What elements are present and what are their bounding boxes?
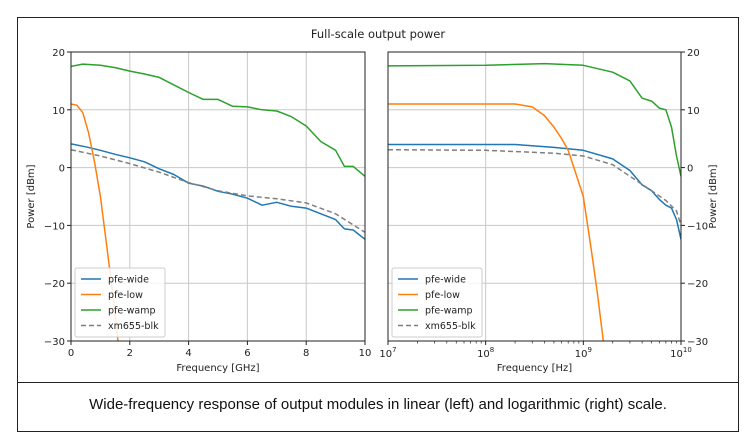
chart-linear: 0 2 4 6 8 10 20 10 0 −10 −20 −30 Frequency [GHz] Powe… <box>26 48 371 374</box>
figure-frame <box>17 17 739 432</box>
series-line-pfe-wamp <box>388 62 681 177</box>
y-tick-label: −10 <box>44 221 65 232</box>
y-tick-label: 0 <box>59 164 65 175</box>
legend-label-pfe-wamp: pfe-wamp <box>108 306 156 317</box>
x-tick-label: 6 <box>244 348 250 359</box>
y-tick-label: 10 <box>687 106 700 117</box>
plot-area-border <box>70 51 366 342</box>
chart-log: 107 108 109 1010 20 10 0 −10 −20 −30 Frequency [Hz… <box>379 48 719 374</box>
y-axis-label: Power [dBm] <box>708 164 719 228</box>
x-tick-label: 10 <box>359 348 372 359</box>
x-tick-label: 1010 <box>670 346 692 360</box>
x-tick-label: 108 <box>477 346 494 360</box>
legend-box <box>391 267 483 338</box>
series-line-xm655-blk <box>71 148 365 233</box>
legend-label-xm655-blk: xm655-blk <box>425 321 476 332</box>
y-tick-label: −20 <box>687 279 708 290</box>
legend-box <box>74 267 166 338</box>
x-tick-label: 109 <box>575 346 592 360</box>
y-tick-label: 10 <box>52 106 65 117</box>
legend: pfe-wide pfe-low pfe-wamp xm655-blk <box>391 267 483 338</box>
legend: pfe-wide pfe-low pfe-wamp xm655-blk <box>74 267 166 338</box>
series-line-pfe-wamp <box>71 63 365 177</box>
x-axis-label: Frequency [Hz] <box>497 363 573 374</box>
series-line-xm655-blk <box>388 148 681 226</box>
y-axis-label: Power [dBm] <box>26 164 37 228</box>
x-tick-label: 8 <box>303 348 309 359</box>
legend-label-xm655-blk: xm655-blk <box>108 321 159 332</box>
figure-caption: Wide-frequency response of output module… <box>89 396 667 413</box>
x-tick-label: 2 <box>127 348 133 359</box>
series-line-pfe-wide <box>388 143 681 240</box>
x-tick-label: 0 <box>68 348 74 359</box>
legend-label-pfe-wide: pfe-wide <box>425 275 466 286</box>
legend-label-pfe-wamp: pfe-wamp <box>425 306 473 317</box>
plot-area-border <box>387 51 682 342</box>
figure-title: Full-scale output power <box>311 27 446 41</box>
y-tick-label: −30 <box>44 337 65 348</box>
y-tick-label: −20 <box>44 279 65 290</box>
y-tick-label: 20 <box>687 48 700 59</box>
legend-label-pfe-wide: pfe-wide <box>108 275 149 286</box>
x-tick-label: 107 <box>379 346 396 360</box>
x-axis-label: Frequency [GHz] <box>176 363 259 374</box>
series-line-pfe-low <box>388 103 605 341</box>
caption-divider <box>17 382 739 383</box>
x-tick-label: 4 <box>185 348 191 359</box>
legend-label-pfe-low: pfe-low <box>108 290 143 301</box>
y-tick-label: −10 <box>687 221 708 232</box>
legend-label-pfe-low: pfe-low <box>425 290 460 301</box>
y-tick-label: 20 <box>52 48 65 59</box>
y-tick-label: −30 <box>687 337 708 348</box>
y-tick-label: 0 <box>687 164 693 175</box>
